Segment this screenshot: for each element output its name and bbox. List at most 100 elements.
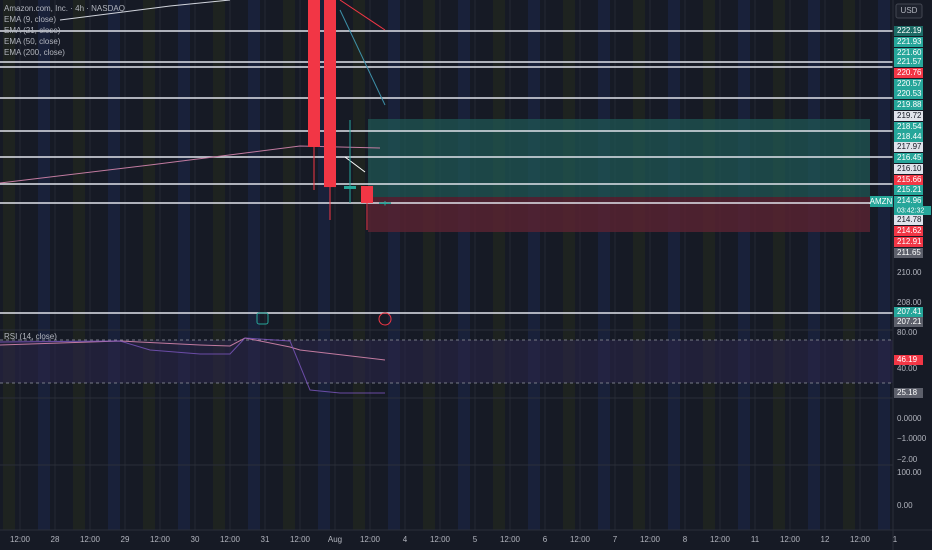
session-band [843,0,855,530]
time-label: 8 [683,535,688,544]
ema-line [339,9,386,106]
session-band [178,0,190,530]
price-label: 214.96 [897,196,922,205]
time-label: 4 [403,535,408,544]
price-label: 216.10 [897,164,922,173]
price-label: 222.19 [897,26,922,35]
price-label-bg [894,226,923,236]
price-label: −2.00 [897,455,918,464]
price-label: 216.45 [897,153,922,162]
time-label: 12 [821,535,830,544]
time-label: Aug [328,535,342,544]
price-label-bg [894,185,923,195]
countdown: 03:42:32 [897,207,924,214]
price-label-bg [894,196,923,206]
loss-zone [368,197,870,232]
price-label-bg [894,57,923,67]
price-label-bg [894,48,923,58]
price-label-bg [894,122,923,132]
event-icon [378,312,392,326]
time-label: 12:00 [780,535,801,544]
price-label-bg [894,68,923,78]
session-band [143,0,155,530]
currency-button[interactable] [895,3,923,19]
rsi-legend: RSI (14, close) [4,332,57,341]
price-label: 214.78 [897,215,922,224]
session-band [598,0,610,530]
time-label: 12:00 [290,535,311,544]
price-label-bg [894,26,923,36]
price-label-bg [894,175,923,185]
price-label: 0.00 [897,501,913,510]
price-label: 219.88 [897,100,922,109]
session-band [73,0,85,530]
session-band [773,0,785,530]
price-label-bg [894,79,923,89]
time-label: 12:00 [500,535,521,544]
price-label: 25.18 [897,388,918,397]
rsi-line [0,337,385,394]
session-band [493,0,505,530]
price-label: 210.00 [897,268,922,277]
ema-line [59,0,231,21]
price-label-bg [894,111,923,121]
session-band [563,0,575,530]
price-label: 212.91 [897,237,922,246]
candle-body [308,0,320,148]
time-label: 11 [751,535,760,544]
ticker-tag: AMZN [870,197,893,206]
session-band [3,0,15,530]
price-label-bg [894,248,923,258]
indicator-legend: EMA (50, close) [4,37,61,46]
time-label: 12:00 [360,535,381,544]
time-label: 12:00 [710,535,731,544]
arrow [344,156,366,173]
time-label: 12:00 [430,535,451,544]
time-label: 7 [613,535,618,544]
time-label: 12:00 [150,535,171,544]
price-label: 218.54 [897,122,922,131]
candle-body [379,202,391,204]
price-label-bg [894,132,923,142]
countdown-bg [894,206,931,215]
session-band [423,0,435,530]
session-band [458,0,470,530]
session-band [108,0,120,530]
price-label: 208.00 [897,298,922,307]
indicator-legend: EMA (9, close) [4,15,56,24]
time-label: 1 [893,535,898,544]
levels [0,30,893,314]
time-label: 12:00 [640,535,661,544]
price-label: 207.41 [897,307,922,316]
price-label: 46.19 [897,355,918,364]
time-label: 12:00 [570,535,591,544]
price-label: 220.53 [897,89,922,98]
candle-body [344,186,356,189]
price-label-bg [894,142,923,152]
session-band [38,0,50,530]
price-label-bg [894,100,923,110]
price-label: 221.60 [897,48,922,57]
price-label: 207.21 [897,317,922,326]
price-label-bg [894,307,923,317]
price-label: 221.57 [897,57,922,66]
session-band [248,0,260,530]
indicator-legend: EMA (21, close) [4,26,61,35]
price-label-bg [894,388,923,398]
ticker-tag-bg [870,196,893,207]
rsi-band [0,340,893,383]
price-label-bg [894,89,923,99]
session-band [388,0,400,530]
currency[interactable]: USD [901,6,918,15]
ema-line [0,145,381,184]
candle-body [361,186,373,203]
price-label: 80.00 [897,328,918,337]
time-label: 6 [543,535,548,544]
price-label: 215.21 [897,185,922,194]
session-band [878,0,890,530]
price-label: 220.57 [897,79,922,88]
price-label: 217.97 [897,142,922,151]
session-band [738,0,750,530]
candles [308,0,391,230]
